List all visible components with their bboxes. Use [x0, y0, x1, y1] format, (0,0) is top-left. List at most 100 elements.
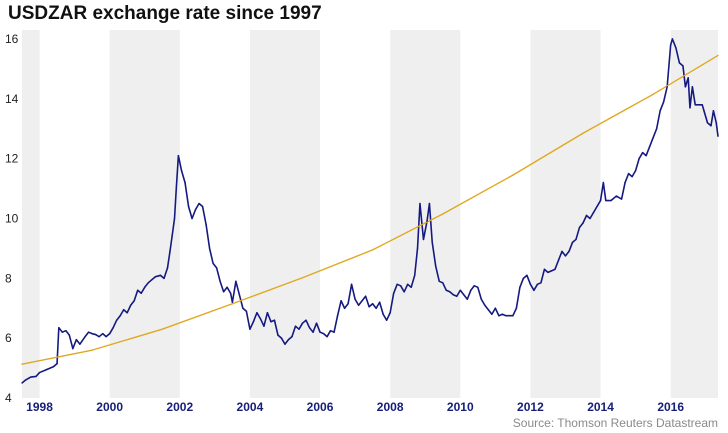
usdzar-line-point-95 — [357, 304, 360, 306]
usdzar-line-point-7 — [56, 362, 58, 365]
usdzar-line-point-157 — [571, 241, 574, 244]
usdzar-line-point-199 — [712, 110, 715, 112]
usdzar-line-point-123 — [452, 294, 454, 296]
usdzar-line-point-167 — [605, 199, 607, 202]
usdzar-line-point-34 — [151, 279, 153, 281]
trend-line-point-6 — [442, 213, 444, 215]
usdzar-line-point-46 — [187, 205, 190, 208]
usdzar-line-point-169 — [615, 195, 618, 197]
usdzar-line-point-0 — [21, 382, 23, 384]
usdzar-line-point-1 — [24, 379, 27, 381]
usdzar-line-point-166 — [602, 181, 605, 184]
usdzar-line-point-195 — [701, 104, 703, 106]
usdzar-line-point-153 — [557, 259, 560, 262]
usdzar-line-point-177 — [645, 154, 647, 157]
usdzar-line-point-198 — [710, 125, 712, 127]
usdzar-line-point-138 — [505, 315, 507, 317]
usdzar-line-point-189 — [684, 86, 687, 88]
trend-line-point-3 — [231, 303, 234, 305]
usdzar-line-point-116 — [428, 202, 431, 205]
usdzar-line-point-104 — [389, 312, 391, 314]
usdzar-line-point-18 — [94, 333, 97, 336]
usdzar-line-point-183 — [666, 86, 668, 88]
usdzar-line-point-66 — [256, 312, 258, 314]
usdzar-line-point-49 — [198, 202, 200, 205]
usdzar-line-point-201 — [717, 135, 719, 137]
usdzar-line-point-135 — [494, 307, 497, 309]
usdzar-line-point-43 — [177, 154, 180, 157]
usdzar-line-point-91 — [343, 307, 346, 309]
usdzar-line-point-10 — [65, 329, 67, 332]
usdzar-line-point-90 — [340, 300, 342, 302]
trend-line-point-2 — [161, 328, 163, 330]
usdzar-line-point-64 — [249, 328, 251, 330]
usdzar-line-point-33 — [147, 282, 149, 284]
usdzar-line-point-3 — [35, 375, 37, 378]
x-tick-label-2006: 2006 — [307, 400, 334, 414]
usdzar-line-point-99 — [371, 303, 374, 305]
shaded-band-3 — [390, 30, 461, 398]
usdzar-line-point-144 — [526, 274, 528, 277]
usdzar-line-point-16 — [87, 331, 90, 333]
usdzar-line-point-113 — [419, 202, 421, 205]
usdzar-line-point-52 — [208, 247, 211, 250]
usdzar-line-point-71 — [273, 319, 276, 321]
usdzar-line-point-152 — [554, 268, 556, 271]
usdzar-line-point-174 — [634, 169, 637, 172]
shaded-bands — [22, 30, 718, 398]
usdzar-line-point-147 — [536, 283, 539, 286]
usdzar-line-point-126 — [463, 294, 465, 296]
y-tick-label-14: 14 — [5, 92, 19, 106]
usdzar-line-point-22 — [108, 332, 111, 335]
usdzar-line-point-47 — [191, 217, 193, 220]
x-tick-label-2016: 2016 — [657, 400, 684, 414]
usdzar-line-point-163 — [592, 211, 595, 214]
usdzar-line-point-140 — [512, 315, 514, 317]
usdzar-line-point-4 — [38, 371, 41, 374]
usdzar-line-point-56 — [222, 291, 225, 293]
x-tick-label-2014: 2014 — [587, 400, 614, 414]
usdzar-line-point-103 — [385, 319, 388, 321]
usdzar-line-point-117 — [431, 241, 433, 244]
usdzar-line-point-100 — [375, 307, 377, 309]
usdzar-line-point-67 — [259, 318, 262, 320]
usdzar-line-point-38 — [166, 267, 169, 269]
usdzar-line-point-142 — [519, 286, 521, 289]
usdzar-line-point-14 — [79, 343, 81, 345]
usdzar-line-point-98 — [368, 306, 370, 308]
usdzar-line-point-83 — [315, 322, 318, 324]
usdzar-line-point-105 — [392, 292, 395, 294]
y-tick-label-12: 12 — [5, 152, 19, 166]
usdzar-line-point-20 — [101, 332, 104, 335]
usdzar-line-point-26 — [122, 309, 125, 311]
shaded-band-2 — [249, 30, 321, 398]
usdzar-line-point-151 — [550, 270, 553, 272]
y-tick-label-8: 8 — [5, 271, 12, 285]
usdzar-line-point-97 — [364, 295, 367, 297]
usdzar-line-point-28 — [129, 304, 132, 306]
usdzar-line-point-196 — [703, 110, 705, 112]
usdzar-line-point-30 — [137, 289, 139, 291]
usdzar-line-point-62 — [242, 307, 244, 309]
usdzar-line-point-114 — [422, 238, 425, 241]
usdzar-line-point-191 — [689, 107, 691, 109]
usdzar-line-point-24 — [115, 319, 118, 321]
usdzar-line-point-137 — [501, 313, 504, 315]
usdzar-line-point-86 — [326, 335, 328, 338]
usdzar-line-point-156 — [568, 250, 570, 253]
usdzar-line-point-87 — [329, 329, 332, 332]
usdzar-line-point-106 — [396, 283, 398, 286]
usdzar-line-point-59 — [231, 301, 234, 303]
usdzar-line-point-2 — [30, 376, 32, 378]
usdzar-line-point-145 — [529, 283, 532, 286]
usdzar-line-point-54 — [215, 267, 218, 269]
usdzar-line-point-23 — [112, 326, 114, 329]
trend-line-point-7 — [512, 174, 514, 176]
usdzar-line-point-173 — [631, 175, 633, 178]
usdzar-line-point-182 — [662, 101, 665, 103]
usdzar-line-point-176 — [641, 151, 644, 154]
usdzar-line-point-111 — [414, 274, 416, 277]
x-tick-label-2012: 2012 — [517, 400, 544, 414]
usdzar-line-point-165 — [599, 199, 602, 202]
usdzar-line-point-115 — [426, 220, 428, 223]
